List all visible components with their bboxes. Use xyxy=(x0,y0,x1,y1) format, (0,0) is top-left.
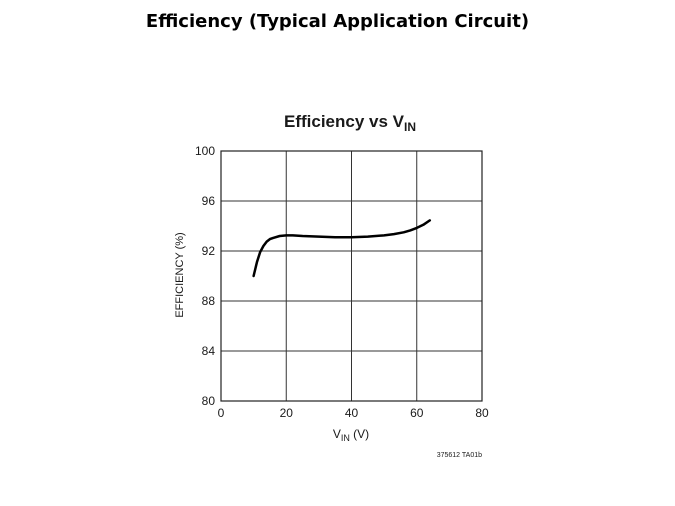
chart-title: Efficiency vs VIN xyxy=(284,112,416,134)
plot-border xyxy=(220,150,483,402)
chart-title-subscript: IN xyxy=(404,120,416,134)
x-tick-labels: 0 20 40 60 80 xyxy=(218,406,489,420)
footnote: 375612 TA01b xyxy=(437,452,482,459)
x-tick-label-80: 80 xyxy=(475,406,489,420)
y-tick-label-84: 84 xyxy=(202,344,216,358)
y-tick-label-80: 80 xyxy=(202,394,216,408)
grid-lines xyxy=(221,151,482,401)
x-axis-label-units: (V) xyxy=(350,427,369,441)
chart-title-main: Efficiency vs V xyxy=(284,112,405,131)
slide-title: Efficiency (Typical Application Circuit) xyxy=(145,11,530,32)
x-axis-label-main: V xyxy=(333,427,341,441)
y-tick-label-92: 92 xyxy=(202,244,216,258)
series-line-efficiency xyxy=(252,219,432,278)
x-axis-label-subscript: IN xyxy=(341,433,350,443)
x-tick-label-40: 40 xyxy=(345,406,359,420)
x-tick-label-20: 20 xyxy=(280,406,294,420)
x-tick-label-0: 0 xyxy=(218,406,225,420)
plot-frame xyxy=(220,150,483,402)
x-axis-label: VIN (V) xyxy=(333,427,369,443)
y-tick-label-96: 96 xyxy=(202,194,216,208)
y-tick-labels: 80 84 88 92 96 100 xyxy=(195,144,215,408)
x-tick-label-60: 60 xyxy=(410,406,424,420)
y-tick-label-100: 100 xyxy=(195,144,215,158)
y-axis-label: EFFICIENCY (%) xyxy=(174,232,186,317)
y-tick-label-88: 88 xyxy=(202,294,216,308)
